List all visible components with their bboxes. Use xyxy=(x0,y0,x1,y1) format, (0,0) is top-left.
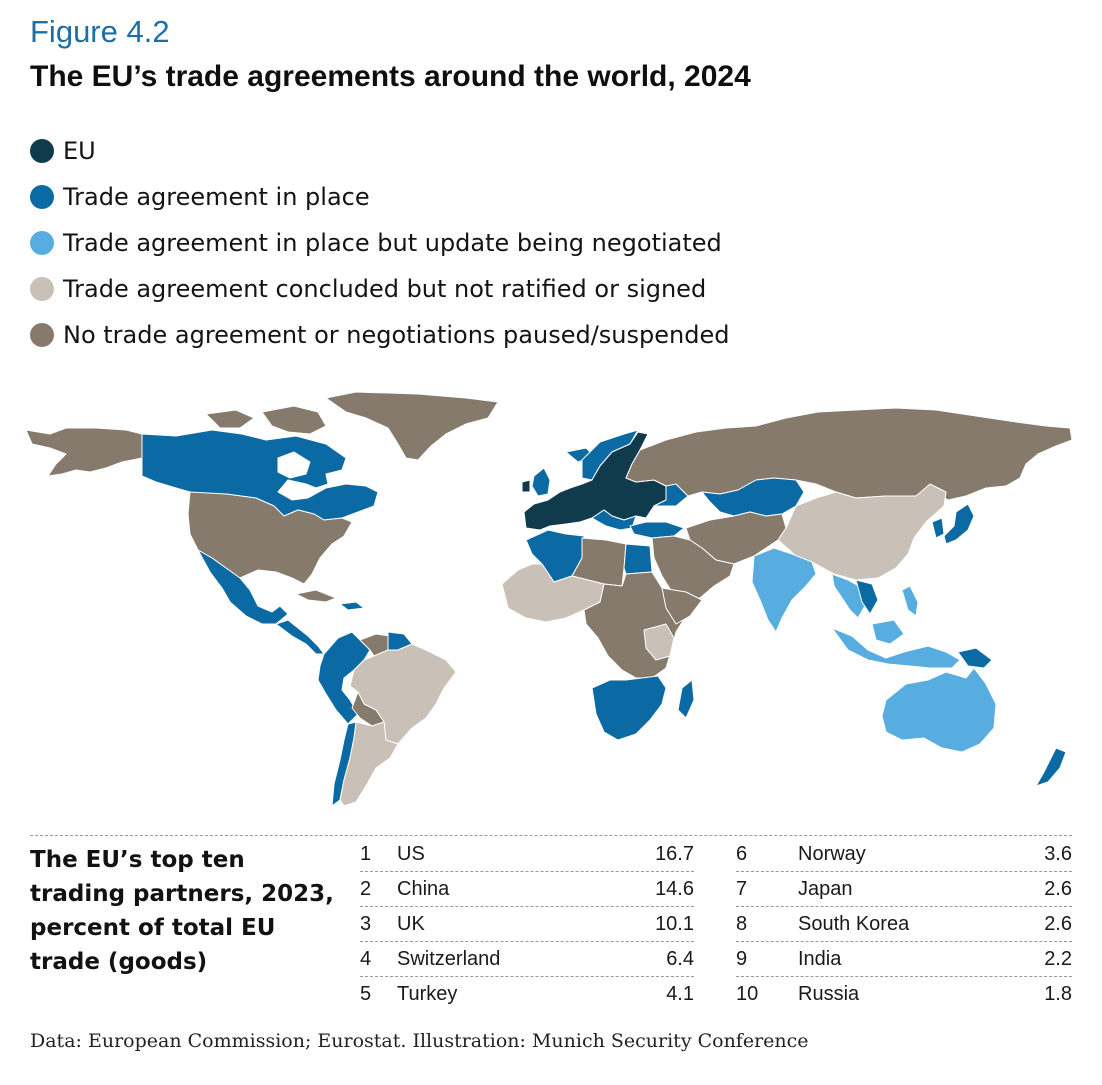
rank: 3 xyxy=(360,912,372,935)
region-southern-africa xyxy=(591,675,667,741)
region-argentina xyxy=(339,721,399,807)
rank: 2 xyxy=(360,877,372,900)
rank: 10 xyxy=(736,982,759,1005)
table-row: 1 US 16.7 xyxy=(360,837,694,872)
figure-label: Figure 4.2 xyxy=(30,14,170,49)
region-uk xyxy=(531,467,551,497)
country: Russia xyxy=(798,982,860,1005)
table-row: 3 UK 10.1 xyxy=(360,907,694,942)
region-korea xyxy=(931,517,945,539)
region-hudson-bay xyxy=(277,451,311,479)
region-indonesia xyxy=(831,627,961,669)
rank: 6 xyxy=(736,842,748,865)
legend-swatch-concluded xyxy=(30,277,54,301)
legend-label: Trade agreement concluded but not ratifi… xyxy=(63,275,707,303)
share-value: 10.1 xyxy=(655,912,694,935)
table-row: 8 South Korea 2.6 xyxy=(736,907,1072,942)
partners-table-col-1: 1 US 16.7 2 China 14.6 3 UK 10.1 4 Switz… xyxy=(360,837,694,1011)
table-row: 10 Russia 1.8 xyxy=(736,977,1072,1011)
share-value: 1.8 xyxy=(1044,982,1072,1005)
rank: 5 xyxy=(360,982,372,1005)
rank: 4 xyxy=(360,947,372,970)
region-colombia-peru xyxy=(317,631,371,725)
legend-swatch-update xyxy=(30,231,54,255)
legend-item-eu: EU xyxy=(30,128,729,174)
table-row: 7 Japan 2.6 xyxy=(736,872,1072,907)
region-cuba xyxy=(295,589,337,603)
table-row: 4 Switzerland 6.4 xyxy=(360,942,694,977)
region-vietnam xyxy=(855,579,879,615)
table-top-rule xyxy=(30,835,1072,836)
share-value: 3.6 xyxy=(1044,842,1072,865)
country: Japan xyxy=(798,877,853,900)
table-heading: The EU’s top ten trading partners, 2023,… xyxy=(30,847,334,975)
region-arctic-islands xyxy=(261,405,327,435)
table-row: 6 Norway 3.6 xyxy=(736,837,1072,872)
legend-item-concluded: Trade agreement concluded but not ratifi… xyxy=(30,266,729,312)
rank: 1 xyxy=(360,842,372,865)
region-philippines xyxy=(901,585,919,617)
legend-label: Trade agreement in place but update bein… xyxy=(63,229,722,257)
region-alaska xyxy=(26,427,143,477)
partners-table-col-2: 6 Norway 3.6 7 Japan 2.6 8 South Korea 2… xyxy=(736,837,1072,1011)
legend-swatch-eu xyxy=(30,139,54,163)
table-row: 5 Turkey 4.1 xyxy=(360,977,694,1011)
region-russia xyxy=(625,407,1073,501)
region-arctic-islands-2 xyxy=(205,409,255,429)
source-note: Data: European Commission; Eurostat. Ill… xyxy=(30,1030,809,1052)
country: UK xyxy=(397,912,425,935)
region-india xyxy=(751,547,817,633)
region-central-america xyxy=(275,619,325,655)
region-mexico xyxy=(197,549,289,625)
legend-item-update: Trade agreement in place but update bein… xyxy=(30,220,729,266)
legend-swatch-none xyxy=(30,323,54,347)
region-borneo xyxy=(871,619,905,645)
rank: 9 xyxy=(736,947,748,970)
legend-item-in-place: Trade agreement in place xyxy=(30,174,729,220)
table-row: 9 India 2.2 xyxy=(736,942,1072,977)
share-value: 2.6 xyxy=(1044,912,1072,935)
region-egypt xyxy=(623,543,653,575)
region-madagascar xyxy=(677,679,695,719)
legend-swatch-in-place xyxy=(30,185,54,209)
region-japan xyxy=(943,503,975,545)
country: China xyxy=(397,877,450,900)
share-value: 2.6 xyxy=(1044,877,1072,900)
legend-label: No trade agreement or negotiations pause… xyxy=(63,321,730,349)
region-middle-east xyxy=(651,535,735,603)
world-map-svg xyxy=(26,391,1073,807)
country: India xyxy=(798,947,842,970)
country: South Korea xyxy=(798,912,910,935)
region-se-asia xyxy=(831,573,867,619)
share-value: 4.1 xyxy=(666,982,694,1005)
rank: 8 xyxy=(736,912,748,935)
country: Switzerland xyxy=(397,947,501,970)
share-value: 14.6 xyxy=(655,877,694,900)
region-horn-africa xyxy=(661,587,703,625)
region-east-africa xyxy=(643,623,675,661)
region-australia xyxy=(881,667,997,753)
region-caribbean xyxy=(339,601,365,611)
world-map xyxy=(26,388,1074,818)
country: Norway xyxy=(798,842,866,865)
share-value: 16.7 xyxy=(655,842,694,865)
share-value: 2.2 xyxy=(1044,947,1072,970)
figure-title: The EU’s trade agreements around the wor… xyxy=(30,60,751,93)
region-new-zealand xyxy=(1035,747,1067,787)
legend: EU Trade agreement in place Trade agreem… xyxy=(30,128,729,358)
region-turkey xyxy=(629,521,685,539)
region-ireland xyxy=(521,479,531,493)
country: Turkey xyxy=(397,982,458,1005)
region-greenland xyxy=(325,391,499,461)
legend-label: EU xyxy=(63,137,96,165)
rank: 7 xyxy=(736,877,748,900)
legend-item-none: No trade agreement or negotiations pause… xyxy=(30,312,729,358)
region-png xyxy=(957,647,993,669)
table-row: 2 China 14.6 xyxy=(360,872,694,907)
legend-label: Trade agreement in place xyxy=(63,183,370,211)
share-value: 6.4 xyxy=(666,947,694,970)
region-balkans xyxy=(591,509,637,531)
country: US xyxy=(397,842,425,865)
